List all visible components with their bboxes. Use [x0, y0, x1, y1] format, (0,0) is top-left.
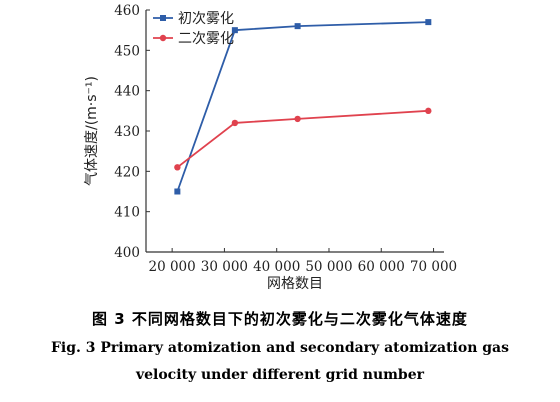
y-tick-label: 420	[114, 164, 140, 180]
caption-chinese: 图 3 不同网格数目下的初次雾化与二次雾化气体速度	[92, 310, 468, 328]
x-tick-label: 50 000	[305, 259, 352, 275]
caption-english-line-1: Fig. 3 Primary atomization and secondary…	[50, 340, 510, 356]
series-line-1	[176, 21, 429, 192]
x-tick-label: 70 000	[410, 259, 457, 275]
y-tick-label: 440	[114, 84, 140, 100]
y-tick-label: 400	[114, 245, 140, 261]
x-tick-label: 40 000	[253, 259, 300, 275]
caption-english-line-2: velocity under different grid number	[135, 367, 425, 383]
legend-label: 初次雾化	[178, 10, 234, 27]
data-point	[174, 188, 181, 195]
x-tick-label: 60 000	[358, 259, 405, 275]
series-line-2	[176, 109, 429, 169]
data-point	[425, 19, 432, 26]
data-point	[231, 27, 238, 34]
data-point	[425, 107, 432, 115]
axis-labels: 网格数目 气体速度/(m·s⁻¹)	[84, 76, 323, 292]
data-point	[294, 115, 301, 123]
data-point	[231, 119, 239, 127]
legend-label: 二次雾化	[178, 31, 234, 47]
y-tick-label: 430	[114, 124, 140, 140]
y-tick-label: 410	[114, 205, 140, 221]
data-point	[174, 164, 181, 171]
x-tick-label: 20 000	[149, 259, 196, 275]
data-point	[294, 23, 301, 30]
legend-marker	[160, 15, 166, 21]
y-axis-title: 气体速度/(m·s⁻¹)	[84, 76, 100, 186]
x-tick-label: 30 000	[201, 259, 248, 275]
legend-marker	[159, 34, 167, 42]
x-axis-title: 网格数目	[267, 276, 323, 292]
axes: 400 410 420 430 440 450 460 20 000 30 000 40 000 5…	[114, 3, 457, 275]
chart: 400 410 420 430 440 450 460 20 000 30 000 40 000 5…	[84, 3, 457, 292]
series-group	[174, 19, 432, 195]
y-tick-label: 450	[114, 43, 140, 59]
y-tick-label: 460	[114, 3, 140, 19]
